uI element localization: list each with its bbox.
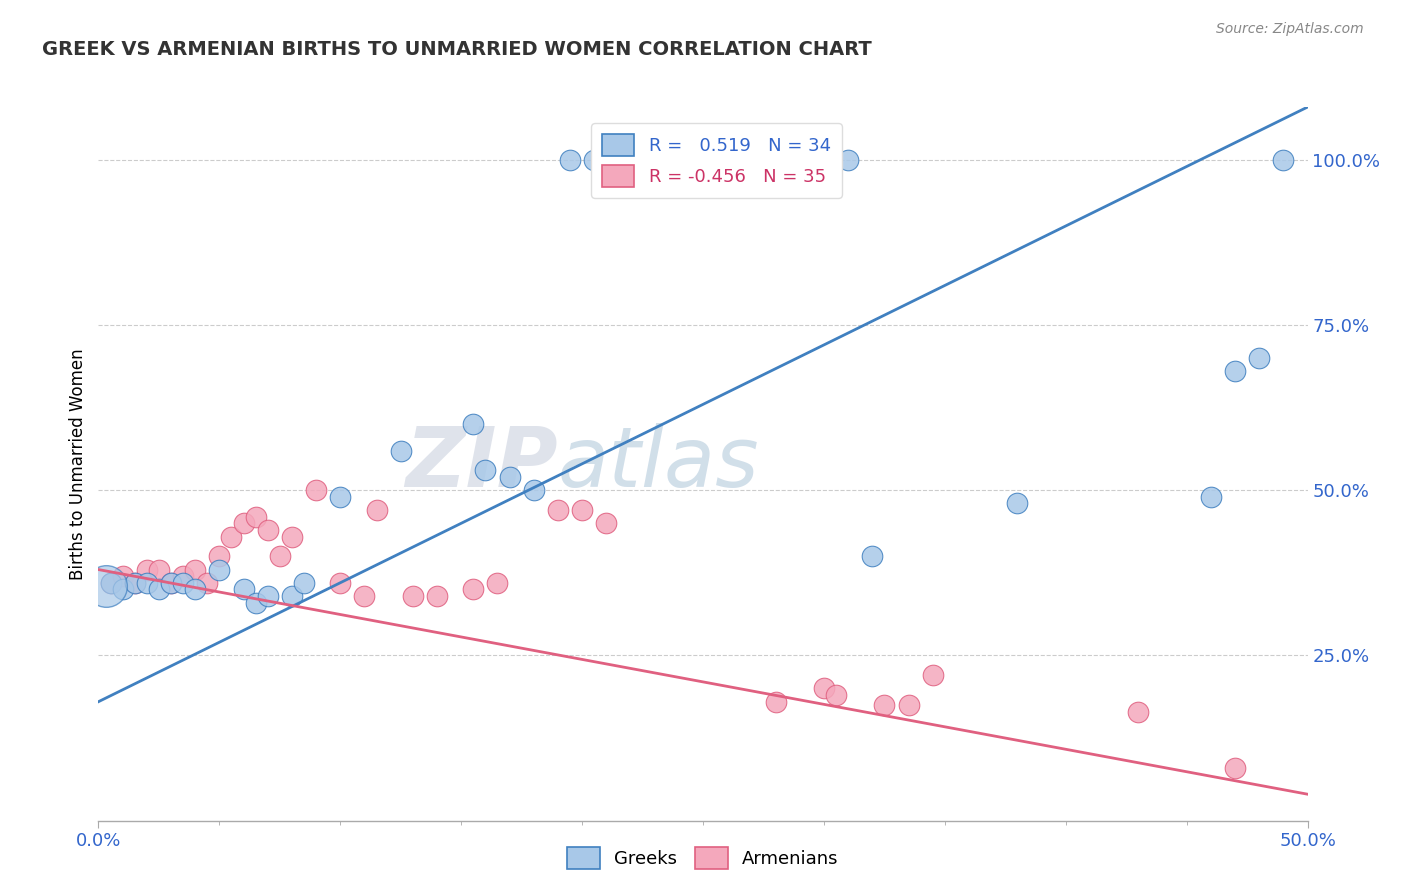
Legend: Greeks, Armenians: Greeks, Armenians bbox=[560, 839, 846, 876]
Point bbox=[172, 569, 194, 583]
Point bbox=[172, 575, 194, 590]
Point bbox=[256, 589, 278, 603]
Point bbox=[860, 549, 883, 564]
Point bbox=[547, 503, 569, 517]
Point bbox=[148, 563, 170, 577]
Point bbox=[305, 483, 328, 498]
Point bbox=[245, 509, 267, 524]
Point bbox=[523, 483, 546, 498]
Point bbox=[1249, 351, 1271, 365]
Point bbox=[1128, 705, 1150, 719]
Point bbox=[292, 575, 315, 590]
Point bbox=[558, 153, 581, 167]
Point bbox=[184, 563, 207, 577]
Text: GREEK VS ARMENIAN BIRTHS TO UNMARRIED WOMEN CORRELATION CHART: GREEK VS ARMENIAN BIRTHS TO UNMARRIED WO… bbox=[42, 40, 872, 59]
Point bbox=[498, 470, 520, 484]
Point bbox=[595, 516, 617, 531]
Text: atlas: atlas bbox=[558, 424, 759, 504]
Point bbox=[256, 523, 278, 537]
Text: Source: ZipAtlas.com: Source: ZipAtlas.com bbox=[1216, 22, 1364, 37]
Point bbox=[329, 575, 352, 590]
Point bbox=[1223, 364, 1246, 378]
Point bbox=[1007, 496, 1029, 510]
Point bbox=[813, 681, 835, 696]
Point bbox=[245, 596, 267, 610]
Point bbox=[353, 589, 375, 603]
Point bbox=[607, 153, 630, 167]
Point bbox=[897, 698, 920, 712]
Point bbox=[1199, 490, 1222, 504]
Point bbox=[583, 153, 606, 167]
Point bbox=[135, 563, 157, 577]
Point bbox=[595, 153, 617, 167]
Point bbox=[1223, 761, 1246, 775]
Point bbox=[873, 698, 896, 712]
Point bbox=[486, 575, 509, 590]
Point bbox=[366, 503, 388, 517]
Point bbox=[329, 490, 352, 504]
Point bbox=[94, 579, 117, 593]
Text: ZIP: ZIP bbox=[405, 424, 558, 504]
Point bbox=[124, 575, 146, 590]
Point bbox=[100, 575, 122, 590]
Point bbox=[631, 153, 654, 167]
Point bbox=[111, 582, 134, 597]
Point bbox=[474, 463, 496, 477]
Point bbox=[195, 575, 218, 590]
Point bbox=[232, 516, 254, 531]
Point bbox=[426, 589, 449, 603]
Point bbox=[135, 575, 157, 590]
Point bbox=[728, 153, 751, 167]
Point bbox=[100, 575, 122, 590]
Point bbox=[184, 582, 207, 597]
Point bbox=[221, 529, 243, 543]
Point bbox=[402, 589, 425, 603]
Point bbox=[124, 575, 146, 590]
Point bbox=[704, 153, 727, 167]
Point bbox=[111, 569, 134, 583]
Y-axis label: Births to Unmarried Women: Births to Unmarried Women bbox=[69, 348, 87, 580]
Point bbox=[463, 417, 485, 432]
Point bbox=[148, 582, 170, 597]
Point bbox=[825, 688, 848, 702]
Point bbox=[208, 549, 231, 564]
Point bbox=[571, 503, 593, 517]
Point bbox=[160, 575, 183, 590]
Point bbox=[921, 668, 943, 682]
Point bbox=[281, 529, 304, 543]
Point bbox=[281, 589, 304, 603]
Point bbox=[160, 575, 183, 590]
Point bbox=[232, 582, 254, 597]
Point bbox=[269, 549, 291, 564]
Point bbox=[463, 582, 485, 597]
Point bbox=[837, 153, 859, 167]
Point bbox=[389, 443, 412, 458]
Point bbox=[765, 695, 787, 709]
Point bbox=[208, 563, 231, 577]
Point bbox=[1272, 153, 1295, 167]
